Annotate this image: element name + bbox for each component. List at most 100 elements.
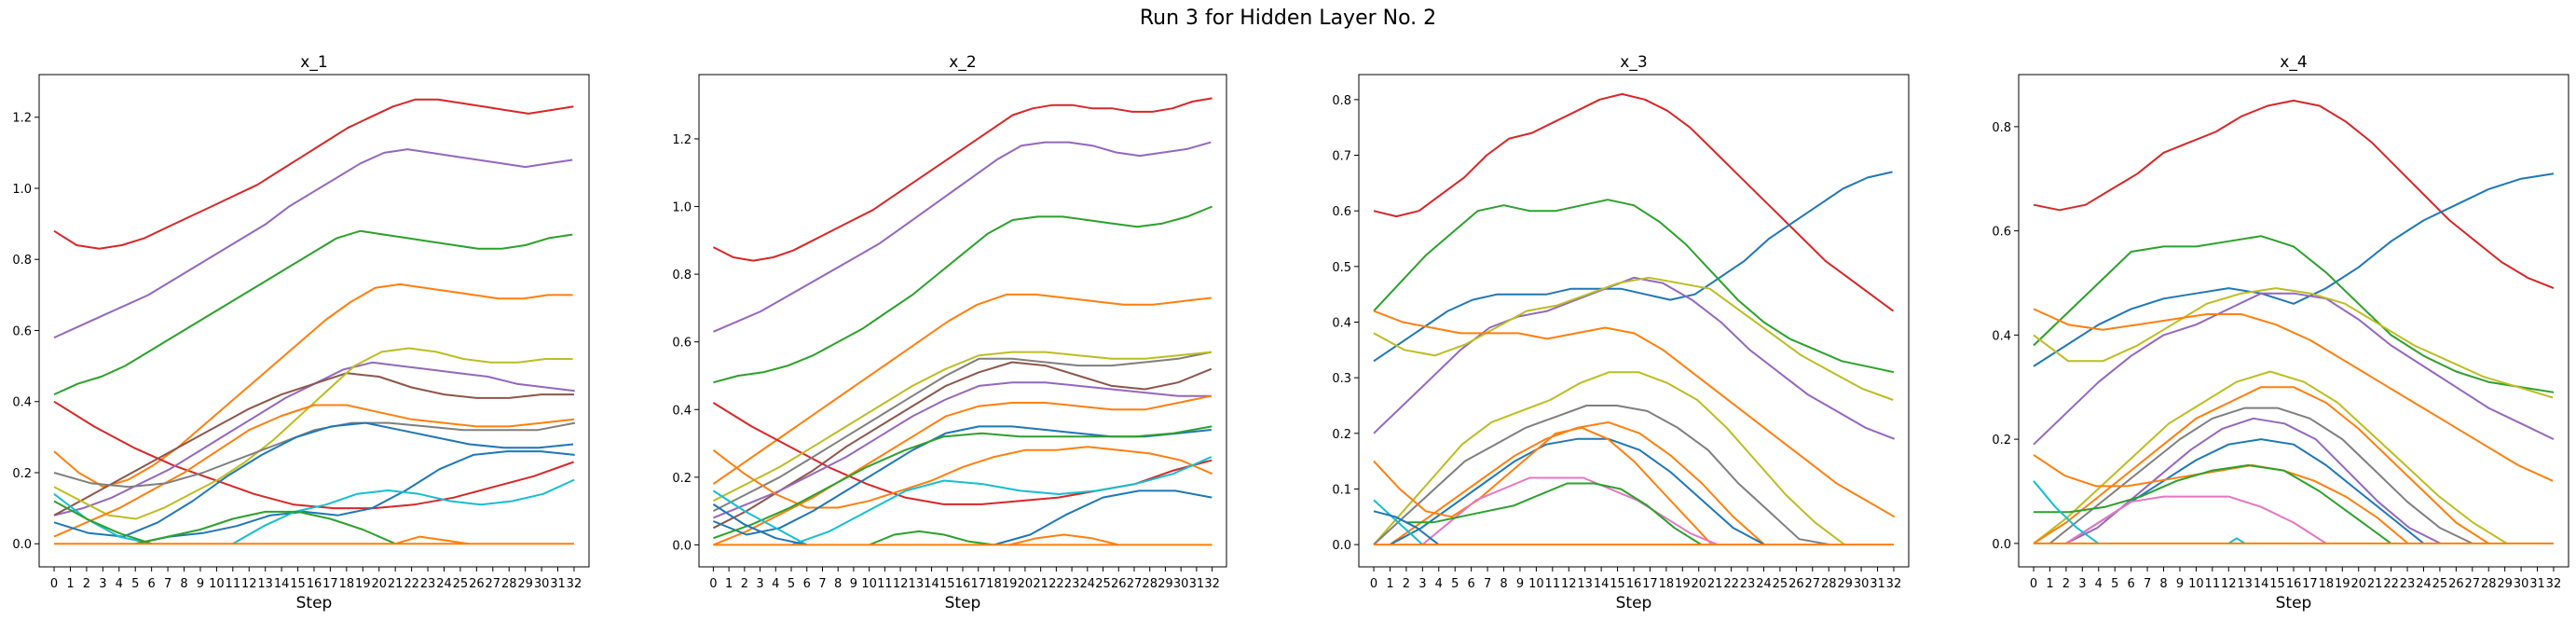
x-tick-label: 30	[534, 577, 550, 591]
x-tick-label: 24	[1756, 577, 1772, 591]
x-tick-label: 27	[1127, 577, 1143, 591]
x-tick-label: 18	[339, 577, 355, 591]
subplot-grid: x_10 1 2 3 4 5 6 7 8 9 10 11 12 13 14 15 16 17 18 19 20 21 22 2…	[12, 53, 2569, 613]
series-line-6	[1373, 310, 1896, 518]
series-line-10	[1390, 437, 1765, 545]
y-tick-label: 0.4	[672, 404, 692, 418]
x-tick-label: 6	[1468, 577, 1475, 591]
y-tick-label: 0.6	[1332, 205, 1351, 219]
subplot-title: x_3	[1620, 53, 1647, 72]
series-line-15	[53, 500, 153, 545]
y-tick-label: 0.0	[672, 539, 692, 553]
x-tick-label: 4	[2095, 577, 2103, 591]
x-tick-label: 18	[2319, 577, 2335, 591]
x-tick-label: 8	[1500, 577, 1507, 591]
x-tick-label: 1	[2046, 577, 2053, 591]
x-tick-label: 19	[355, 577, 371, 591]
x-tick-label: 9	[197, 577, 204, 591]
x-tick-label: 0	[50, 577, 58, 591]
y-tick-label: 0.8	[1992, 121, 2011, 135]
x-tick-label: 2	[741, 577, 748, 591]
x-tick-label: 8	[2159, 577, 2167, 591]
y-tick-label: 0.4	[1992, 329, 2011, 343]
series-line-7	[712, 351, 1212, 503]
subplot-3: x_30 1 2 3 4 5 6 7 8 9 10 11 12 13 14 15 16 17 18 19 20 21 22 2…	[1332, 53, 1910, 613]
figure-suptitle: Run 3 for Hidden Layer No. 2	[1140, 7, 1436, 30]
x-tick-label: 26	[469, 577, 485, 591]
y-tick-label: 0.8	[1332, 94, 1351, 108]
x-tick-label: 22	[1723, 577, 1739, 591]
series-line-9	[713, 381, 1212, 519]
x-tick-label: 25	[453, 577, 469, 591]
series-line-2	[53, 148, 573, 339]
x-tick-label: 9	[850, 577, 857, 591]
series-line-8	[53, 347, 573, 520]
series-line-5	[1373, 276, 1894, 401]
series-line-4	[53, 282, 573, 489]
series-line-2	[2033, 172, 2555, 367]
x-tick-label: 2	[83, 577, 90, 591]
x-axis-label: Step	[296, 594, 333, 613]
series-line-5	[2033, 287, 2554, 399]
x-tick-label: 24	[436, 577, 452, 591]
x-tick-label: 13	[909, 577, 925, 591]
x-tick-label: 3	[2078, 577, 2086, 591]
x-tick-label: 2	[1403, 577, 1410, 591]
x-tick-label: 31	[2529, 577, 2545, 591]
y-tick-label: 0.7	[1332, 150, 1351, 164]
x-tick-label: 8	[834, 577, 842, 591]
x-tick-label: 19	[2335, 577, 2350, 591]
x-tick-label: 3	[1418, 577, 1426, 591]
x-tick-label: 20	[1691, 577, 1706, 591]
x-tick-label: 31	[550, 577, 566, 591]
x-tick-label: 9	[2176, 577, 2184, 591]
series-line-12	[134, 450, 575, 545]
series-line-1	[712, 97, 1213, 262]
x-tick-label: 14	[1594, 577, 1610, 591]
x-tick-label: 21	[1707, 577, 1723, 591]
x-tick-label: 32	[2546, 577, 2562, 591]
series-line-1	[53, 98, 574, 250]
x-tick-label: 21	[2367, 577, 2383, 591]
series-line-3	[53, 229, 573, 396]
x-tick-label: 28	[2481, 577, 2497, 591]
x-tick-label: 22	[404, 577, 419, 591]
series-line-10	[53, 421, 576, 489]
y-tick-label: 0.4	[1332, 316, 1351, 330]
series-line-13	[713, 425, 1213, 540]
series-line-3	[713, 205, 1213, 384]
series-line-8	[1373, 405, 1830, 546]
x-tick-label: 6	[148, 577, 156, 591]
x-tick-label: 0	[1370, 577, 1377, 591]
series-line-7	[1373, 371, 1845, 545]
series-line-15	[2033, 480, 2100, 544]
series-line-14	[232, 478, 575, 545]
x-tick-label: 7	[818, 577, 826, 591]
y-tick-label: 0.3	[1332, 372, 1351, 386]
x-tick-label: 23	[420, 577, 436, 591]
x-tick-label: 13	[2237, 577, 2253, 591]
series-line-6	[712, 351, 1212, 512]
x-tick-label: 3	[756, 577, 763, 591]
y-tick-label: 0.1	[1332, 483, 1351, 497]
x-tick-label: 24	[2416, 577, 2432, 591]
x-tick-label: 29	[1837, 577, 1853, 591]
x-tick-label: 30	[2514, 577, 2529, 591]
series-line-9	[53, 404, 575, 538]
x-tick-label: 31	[1189, 577, 1205, 591]
x-tick-label: 21	[1033, 577, 1048, 591]
series-line-17	[869, 530, 994, 546]
y-tick-label: 0.2	[1332, 428, 1351, 442]
x-tick-label: 25	[1095, 577, 1111, 591]
x-tick-label: 4	[1435, 577, 1443, 591]
y-tick-label: 0.6	[1992, 226, 2011, 240]
x-tick-label: 15	[290, 577, 306, 591]
series-line-11	[1373, 426, 1713, 545]
x-tick-label: 8	[180, 577, 187, 591]
x-tick-label: 14	[924, 577, 939, 591]
x-tick-label: 24	[1080, 577, 1096, 591]
x-tick-label: 27	[1805, 577, 1821, 591]
series-group	[53, 98, 576, 545]
x-tick-label: 4	[116, 577, 123, 591]
x-tick-label: 14	[274, 577, 290, 591]
